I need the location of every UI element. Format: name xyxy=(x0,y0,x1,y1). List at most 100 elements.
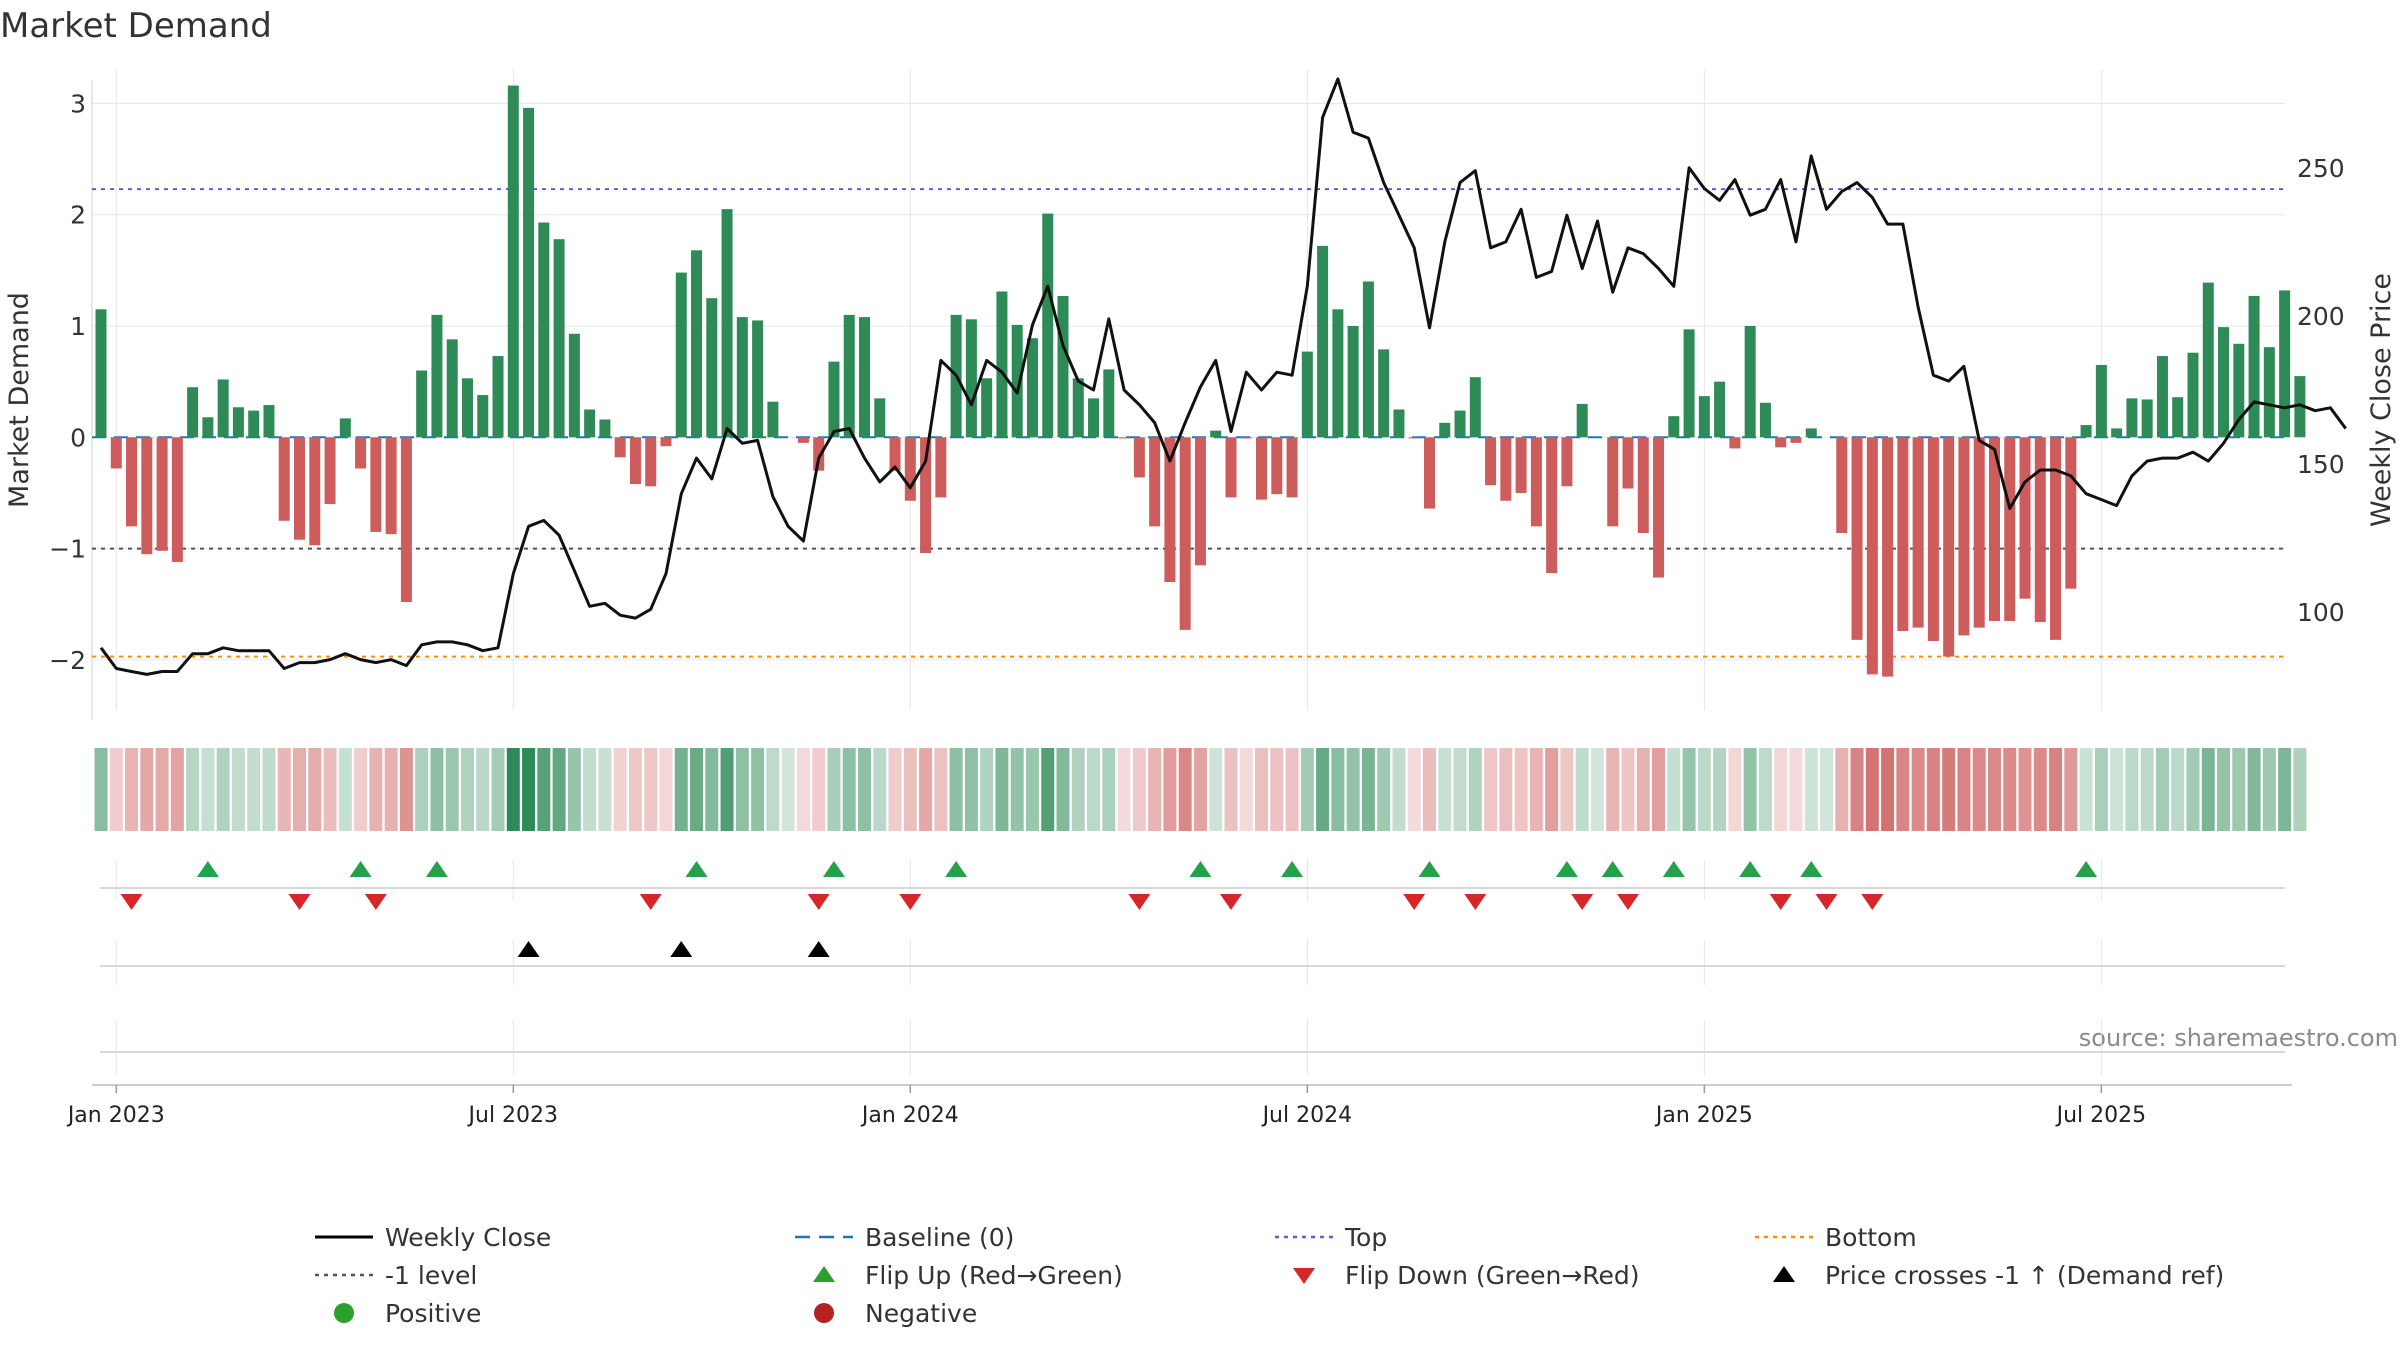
demand-bar-negative xyxy=(1790,437,1802,443)
heat-cell xyxy=(2110,748,2124,831)
demand-bar-positive xyxy=(1332,309,1344,438)
legend-item: Flip Down (Green→Red) xyxy=(1293,1261,1640,1290)
heat-cell xyxy=(1774,748,1788,831)
demand-bar-positive xyxy=(446,339,458,438)
demand-bar-negative xyxy=(2004,437,2016,621)
legend: Weekly Close Baseline (0) Top Bottom -1 leve… xyxy=(315,1223,2224,1328)
legend-swatch-triangle-down xyxy=(1293,1268,1315,1284)
heat-cell xyxy=(109,748,123,831)
heat-cell xyxy=(1560,748,1574,831)
demand-bar-positive xyxy=(859,317,870,438)
legend-label: Flip Down (Green→Red) xyxy=(1345,1261,1640,1290)
heat-cell xyxy=(1789,748,1803,831)
heat-cell xyxy=(888,748,902,831)
heat-cell xyxy=(2049,748,2063,831)
legend-label: Flip Up (Red→Green) xyxy=(865,1261,1123,1290)
demand-bar-positive xyxy=(706,298,718,438)
heat-cell xyxy=(247,748,261,831)
heat-cell xyxy=(995,748,1009,831)
heat-cell xyxy=(735,748,749,831)
heat-cell xyxy=(445,748,459,831)
heat-cell xyxy=(2003,748,2017,831)
heat-cell xyxy=(1865,748,1879,831)
flip-up-marker xyxy=(1800,861,1823,877)
heat-cell xyxy=(415,748,429,831)
heat-cell xyxy=(2201,748,2215,831)
flip-down-marker xyxy=(1617,894,1639,910)
heat-cell xyxy=(1987,748,2001,831)
heat-cell xyxy=(1239,748,1253,831)
heat-cell xyxy=(2186,748,2200,831)
demand-bar-negative xyxy=(1607,437,1619,527)
heat-cell xyxy=(2278,748,2292,831)
x-ticks: Jan 2023 Jul 2023 Jan 2024 Jul 2024 Jan 2025… xyxy=(66,1085,2146,1128)
demand-bar-negative xyxy=(645,437,657,487)
heat-cell xyxy=(277,748,291,831)
flip-down-marker xyxy=(1403,894,1426,910)
demand-bar-negative xyxy=(110,437,122,469)
heat-cell xyxy=(1041,748,1055,831)
heat-cell xyxy=(720,748,734,831)
flip-down-marker xyxy=(1571,894,1594,910)
heat-cell xyxy=(2232,748,2246,831)
heat-cell xyxy=(155,748,169,831)
legend-item: Price crosses -1 ↑ (Demand ref) xyxy=(1773,1261,2224,1290)
demand-bar-negative xyxy=(1133,437,1145,478)
legend-item: Flip Up (Red→Green) xyxy=(813,1261,1123,1290)
heat-cell xyxy=(674,748,688,831)
demand-bar-negative xyxy=(1149,437,1161,527)
demand-bar-negative xyxy=(1851,437,1863,640)
demand-bar-positive xyxy=(1026,338,1038,438)
demand-bars xyxy=(95,85,2306,677)
demand-bar-positive xyxy=(95,309,107,438)
demand-bar-negative xyxy=(1973,437,1985,628)
heat-cell xyxy=(384,748,398,831)
flip-up-marker xyxy=(1555,861,1578,877)
flip-down-marker xyxy=(899,894,922,910)
legend-item: Positive xyxy=(334,1299,481,1328)
heat-cell xyxy=(1957,748,1971,831)
demand-bar-positive xyxy=(2279,290,2291,438)
demand-bar-positive xyxy=(2294,376,2306,438)
heat-cell xyxy=(1300,748,1314,831)
demand-bar-positive xyxy=(492,356,504,438)
heat-cell xyxy=(2217,748,2231,831)
heat-cell xyxy=(506,748,520,831)
demand-bar-negative xyxy=(1897,437,1909,631)
flip-up-marker xyxy=(425,861,448,877)
y-ticks: 3 2 1 0 −1 −2 250 200 150 100 xyxy=(49,89,2345,675)
heat-cell xyxy=(1407,748,1421,831)
heat-cell xyxy=(1667,748,1681,831)
heat-cell xyxy=(2247,748,2261,831)
demand-bar-positive xyxy=(1454,410,1466,438)
y-axis-left-label: Market Demand xyxy=(4,292,35,508)
heat-cell xyxy=(1102,748,1116,831)
heat-cell xyxy=(1926,748,1940,831)
demand-bar-negative xyxy=(904,437,916,501)
heat-cell xyxy=(1193,748,1207,831)
demand-bar-positive xyxy=(217,379,229,438)
demand-bar-positive xyxy=(1683,329,1695,438)
demand-bar-negative xyxy=(1225,437,1237,498)
demand-bar-positive xyxy=(339,418,351,438)
heat-cell xyxy=(125,748,139,831)
flip-up-marker xyxy=(1739,861,1762,877)
heat-cell xyxy=(567,748,581,831)
demand-bar-positive xyxy=(1744,326,1756,438)
heat-cell xyxy=(628,748,642,831)
price-cross-marker xyxy=(517,941,540,957)
demand-heat-strip xyxy=(94,748,2307,831)
heat-cell xyxy=(2125,748,2139,831)
demand-bar-negative xyxy=(1775,437,1787,448)
flip-up-marker xyxy=(196,861,219,877)
heat-cell xyxy=(781,748,795,831)
demand-bar-negative xyxy=(370,437,382,532)
flip-down-marker xyxy=(1128,894,1151,910)
demand-bar-positive xyxy=(1698,396,1710,438)
heat-cell xyxy=(1621,748,1635,831)
demand-bar-negative xyxy=(1561,437,1573,487)
flip-up-marker xyxy=(685,861,708,877)
heat-cell xyxy=(751,748,765,831)
heat-cell xyxy=(1132,748,1146,831)
heat-cell xyxy=(1758,748,1772,831)
